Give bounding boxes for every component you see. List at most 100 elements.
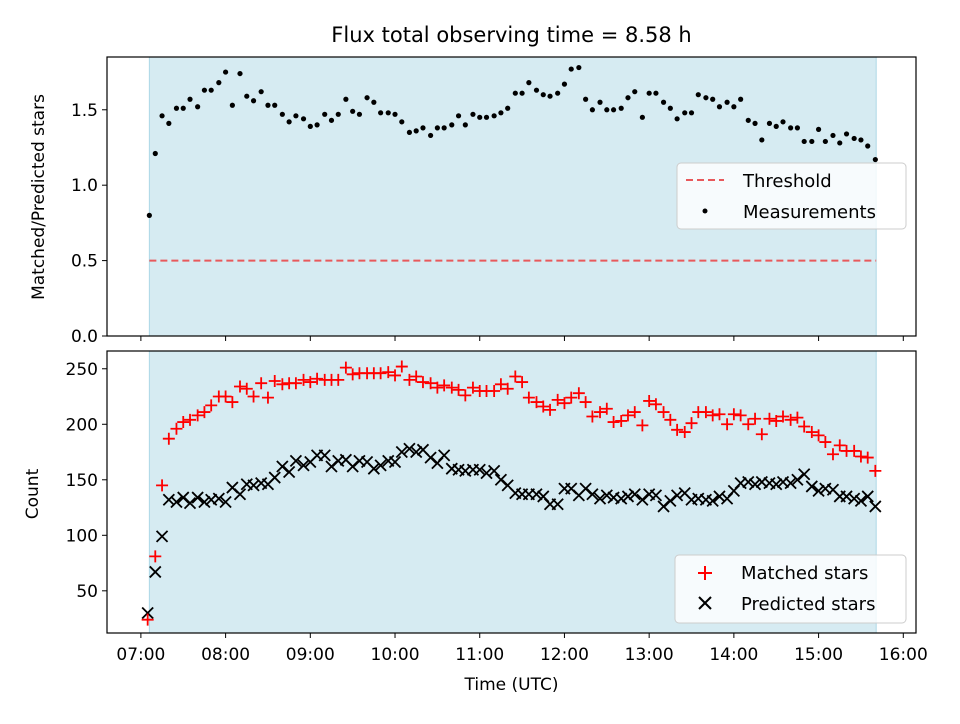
- measurement-point: [428, 132, 434, 139]
- measurement-point: [258, 89, 264, 95]
- predicted-star-point: [289, 454, 303, 468]
- matched-star-point: [431, 381, 444, 394]
- measurement-point: [745, 117, 751, 123]
- matched-star-point: [565, 391, 578, 404]
- measurement-point: [505, 105, 511, 111]
- predicted-star-point: [840, 490, 853, 503]
- bottom-y-tick-label: 150: [66, 471, 98, 491]
- matched-star-point: [198, 406, 211, 419]
- matched-star-point: [261, 391, 274, 404]
- predicted-star-point: [615, 492, 628, 505]
- measurement-point: [208, 87, 214, 93]
- top-y-tick-label: 0.0: [71, 327, 98, 347]
- matched-star-point: [755, 428, 768, 441]
- chart-title: Flux total observing time = 8.58 h: [331, 23, 691, 47]
- predicted-star-point: [191, 491, 204, 504]
- x-tick-label: 08:00: [201, 645, 250, 665]
- matched-star-point: [501, 382, 514, 395]
- matched-star-point: [247, 390, 260, 403]
- bottom-y-ticks: 50 100 150 200 250: [66, 360, 107, 602]
- matched-star-point: [191, 409, 204, 422]
- matched-star-point: [636, 419, 649, 432]
- measurement-point: [851, 135, 857, 142]
- matched-star-point: [869, 464, 882, 477]
- measurement-point: [526, 80, 532, 86]
- predicted-star-point: [551, 498, 564, 511]
- matched-star-point: [833, 439, 846, 452]
- bottom-legend: Matched stars Predicted stars: [674, 554, 907, 624]
- predicted-star-point: [473, 463, 486, 476]
- matched-star-point: [621, 409, 634, 422]
- matched-star-point: [488, 384, 501, 397]
- matched-star-point: [699, 406, 712, 419]
- measurement-point: [653, 90, 659, 96]
- predicted-star-point: [649, 489, 663, 502]
- predicted-star-point: [149, 565, 162, 579]
- measurement-point: [406, 129, 413, 136]
- predicted-star-point: [670, 489, 684, 502]
- matched-star-point: [226, 396, 239, 409]
- bottom-axes: 50 100 150 200 250 07:00 08:00 09:00 10:00 11:00…: [23, 350, 928, 695]
- bottom-y-tick-label: 200: [66, 415, 98, 435]
- matched-star-point: [770, 414, 783, 427]
- matched-star-point: [749, 412, 762, 425]
- matched-star-point: [205, 399, 218, 412]
- measurement-point: [434, 125, 440, 131]
- measurement-point: [195, 104, 201, 110]
- measurement-point: [385, 110, 391, 116]
- predicted-star-point: [410, 445, 423, 459]
- predicted-star-point: [854, 494, 868, 508]
- matched-star-point: [156, 479, 169, 492]
- legend-matched-swatch: [698, 566, 712, 580]
- measurement-point: [738, 96, 744, 102]
- predicted-star-point: [628, 488, 641, 501]
- measurement-point: [646, 90, 652, 96]
- matched-star-point: [551, 393, 564, 406]
- measurement-point: [830, 132, 836, 139]
- matched-star-point: [791, 411, 804, 424]
- matched-star-point: [600, 402, 613, 415]
- predicted-star-point: [162, 493, 175, 506]
- measurement-point: [455, 113, 462, 119]
- measurement-point: [780, 119, 786, 125]
- measurement-point: [759, 137, 765, 143]
- top-y-axis-label: Matched/Predicted stars: [29, 94, 49, 300]
- matched-star-point: [544, 403, 557, 416]
- predicted-star-point: [798, 468, 811, 481]
- measurement-point: [731, 104, 737, 110]
- x-axis-label: Time (UTC): [464, 675, 559, 695]
- predicted-star-point: [141, 606, 154, 620]
- predicted-star-point: [530, 488, 543, 501]
- measurement-point: [279, 111, 285, 117]
- measurement-point: [843, 131, 850, 137]
- measurement-point: [540, 92, 546, 98]
- measurement-point: [146, 212, 152, 218]
- measurement-point: [872, 156, 878, 163]
- measurement-point: [307, 123, 313, 129]
- predicted-star-point: [621, 490, 635, 503]
- measurement-point: [568, 66, 574, 72]
- predicted-star-point: [388, 455, 402, 469]
- matched-star-point: [615, 414, 628, 427]
- matched-star-point: [777, 410, 790, 423]
- measurement-point: [159, 113, 165, 119]
- predicted-star-point: [247, 479, 260, 492]
- measurement-point: [322, 111, 328, 117]
- measurement-point: [350, 108, 356, 114]
- measurement-point: [561, 81, 568, 87]
- matched-star-point: [558, 397, 571, 410]
- measurement-point: [244, 93, 250, 99]
- predicted-star-point: [600, 489, 613, 502]
- predicted-star-point: [395, 445, 408, 459]
- matched-star-point: [848, 444, 861, 457]
- measurement-point: [766, 120, 773, 126]
- predicted-star-point: [367, 462, 380, 475]
- predicted-star-point: [742, 475, 755, 489]
- matched-star-point: [255, 377, 268, 390]
- measurement-point: [286, 119, 292, 125]
- matched-star-point: [819, 436, 832, 449]
- x-tick-label: 14:00: [709, 645, 758, 665]
- predicted-star-point: [233, 488, 247, 501]
- bottom-y-tick-label: 50: [76, 582, 98, 602]
- predicted-stars-points: [141, 442, 882, 620]
